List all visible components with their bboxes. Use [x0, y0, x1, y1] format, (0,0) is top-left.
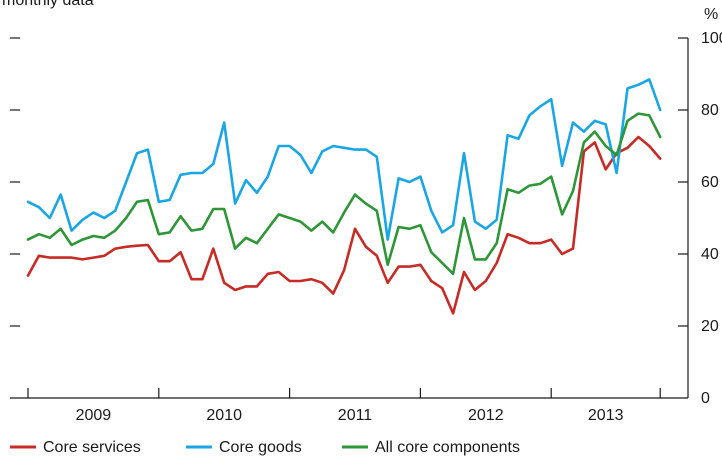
legend: Core services Core goods All core componen… [10, 439, 520, 456]
x-tick-label: 2011 [338, 407, 373, 424]
x-tick-label: 2013 [588, 407, 624, 424]
legend-label-core-goods: Core goods [219, 439, 302, 456]
series-line-core-services [26, 135, 662, 315]
y-tick-label: 60 [701, 174, 719, 191]
y-axis-unit-label: % [704, 6, 718, 23]
y-tick-label: 40 [701, 246, 719, 263]
x-tick-label: 2012 [468, 407, 504, 424]
legend-label-core-services: Core services [43, 439, 141, 456]
y-tick-label: 20 [701, 318, 719, 335]
series-line-all-core-components [26, 112, 662, 276]
legend-label-all-core-components: All core components [375, 439, 520, 456]
y-tick-label: 80 [701, 102, 719, 119]
chart-subtitle: monthly data [2, 0, 94, 9]
y-tick-label: 0 [701, 390, 710, 407]
y-tick-label: 100 [701, 30, 722, 47]
series-line-core-goods [26, 78, 662, 241]
x-tick-label: 2010 [206, 407, 242, 424]
x-tick-label: 2009 [76, 407, 112, 424]
